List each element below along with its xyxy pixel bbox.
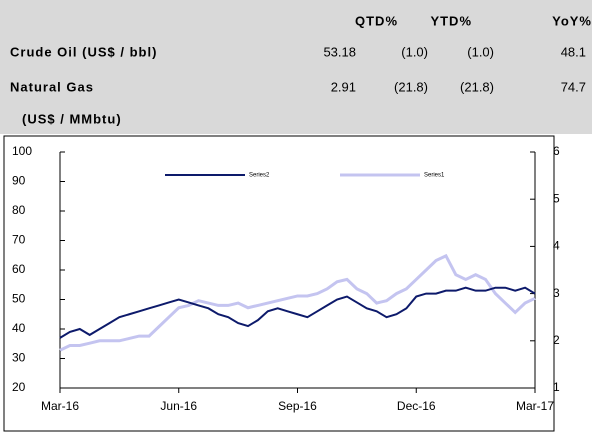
y2-tick-label: 4 (553, 239, 560, 253)
series-line (59, 253, 536, 352)
row-value: 48.1 (561, 44, 586, 59)
y-tick-label: 90 (12, 174, 26, 188)
y2-tick-label: 5 (553, 191, 560, 205)
y-tick-label: 60 (12, 262, 26, 276)
row-value: 53.18 (323, 44, 356, 59)
y-tick-label: 40 (12, 321, 26, 335)
y-tick-label: 70 (12, 233, 26, 247)
row-value: (21.8) (460, 79, 494, 94)
x-tick-label: Mar-16 (41, 399, 79, 413)
y-tick-label: 100 (12, 144, 32, 158)
y-tick-label: 50 (12, 292, 26, 306)
legend-label: Series1 (424, 173, 445, 179)
y2-tick-label: 2 (553, 333, 560, 347)
row-label: Crude Oil (US$ / bbl) (10, 44, 157, 59)
y2-tick-label: 3 (553, 286, 560, 300)
row-value: 74.7 (561, 79, 586, 94)
header-cell: YTD% (430, 13, 472, 28)
row-value: (1.0) (401, 44, 428, 59)
table-background (0, 0, 592, 134)
row-value: (1.0) (467, 44, 494, 59)
legend-label: Series2 (249, 173, 270, 179)
x-tick-label: Sep-16 (278, 399, 317, 413)
series-line (59, 286, 536, 339)
x-tick-label: Jun-16 (160, 399, 197, 413)
y2-tick-label: 1 (553, 380, 560, 394)
x-tick-label: Mar-17 (516, 399, 554, 413)
y2-tick-label: 6 (553, 144, 560, 158)
y-tick-label: 30 (12, 351, 26, 365)
header-cell: YoY% (552, 13, 592, 28)
x-tick-label: Dec-16 (397, 399, 436, 413)
header-cell: QTD% (355, 13, 398, 28)
row-value: (21.8) (394, 79, 428, 94)
table-note: (US$ / MMbtu) (22, 111, 122, 126)
y-tick-label: 80 (12, 203, 26, 217)
row-value: 2.91 (331, 79, 356, 94)
row-label: Natural Gas (10, 79, 94, 94)
chart-frame (3, 135, 555, 432)
y-tick-label: 20 (12, 380, 26, 394)
